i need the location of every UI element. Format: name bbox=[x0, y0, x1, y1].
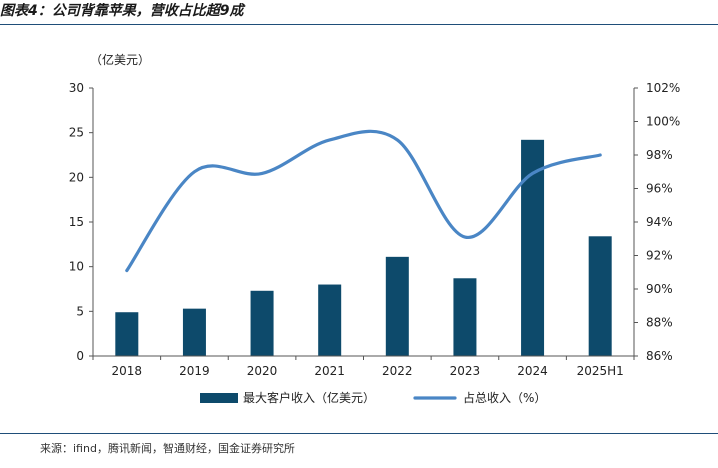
legend-label-bar: 最大客户收入（亿美元） bbox=[243, 390, 375, 405]
line-series bbox=[125, 129, 602, 273]
y-right-tick-label: 90% bbox=[646, 282, 673, 296]
title-rule bbox=[0, 24, 718, 25]
y-left-tick-label: 20 bbox=[69, 170, 84, 184]
x-tick-label: 2023 bbox=[450, 364, 481, 378]
x-tick-label: 2019 bbox=[179, 364, 210, 378]
bar-series bbox=[115, 139, 612, 356]
y-left-tick-label: 25 bbox=[69, 126, 84, 140]
y-right-tick-label: 86% bbox=[646, 349, 673, 363]
bar-2022 bbox=[385, 256, 409, 356]
y-right-tick-label: 100% bbox=[646, 115, 680, 129]
bar-2023 bbox=[453, 278, 477, 356]
y-left-tick-label: 0 bbox=[76, 349, 84, 363]
y-left-unit-label: （亿美元） bbox=[90, 52, 150, 67]
y-right-tick-label: 98% bbox=[646, 148, 673, 162]
y-right-tick-label: 94% bbox=[646, 215, 673, 229]
share-line bbox=[125, 129, 602, 273]
bar-2018 bbox=[115, 312, 139, 356]
x-axis: 2018 2019 2020 2021 2022 2023 2024 2025H1 bbox=[92, 355, 635, 378]
y-right-axis: 86% 88% 90% 92% 94% 96% 98% 100% 102% bbox=[633, 81, 680, 363]
y-right-tick-label: 96% bbox=[646, 182, 673, 196]
y-right-tick-label: 102% bbox=[646, 81, 680, 95]
y-left-tick-label: 30 bbox=[69, 81, 84, 95]
bar-2025H1 bbox=[588, 236, 612, 356]
y-left-tick-label: 15 bbox=[69, 215, 84, 229]
y-right-tick-label: 88% bbox=[646, 316, 673, 330]
y-left-tick-label: 5 bbox=[76, 304, 84, 318]
legend-swatch-bar bbox=[200, 393, 238, 403]
bar-2020 bbox=[250, 290, 274, 356]
x-tick-label: 2020 bbox=[247, 364, 278, 378]
x-tick-label: 2021 bbox=[314, 364, 345, 378]
x-tick-label: 2022 bbox=[382, 364, 413, 378]
x-tick-label: 2024 bbox=[517, 364, 548, 378]
figure-title: 图表4：公司背靠苹果，营收占比超9成 bbox=[0, 3, 244, 19]
bar-2024 bbox=[521, 139, 545, 356]
legend-label-line: 占总收入（%） bbox=[463, 390, 546, 405]
x-tick-label: 2025H1 bbox=[577, 364, 624, 378]
y-left-axis: 0 5 10 15 20 25 30 bbox=[69, 81, 94, 363]
bar-2019 bbox=[182, 308, 206, 356]
x-tick-label: 2018 bbox=[112, 364, 143, 378]
y-left-tick-label: 10 bbox=[69, 260, 84, 274]
footer-rule bbox=[0, 433, 718, 434]
y-right-tick-label: 92% bbox=[646, 249, 673, 263]
bar-2021 bbox=[318, 284, 342, 356]
legend: 最大客户收入（亿美元） 占总收入（%） bbox=[200, 390, 546, 405]
source-note: 来源：ifind，腾讯新闻，智通财经，国金证券研究所 bbox=[40, 442, 295, 455]
